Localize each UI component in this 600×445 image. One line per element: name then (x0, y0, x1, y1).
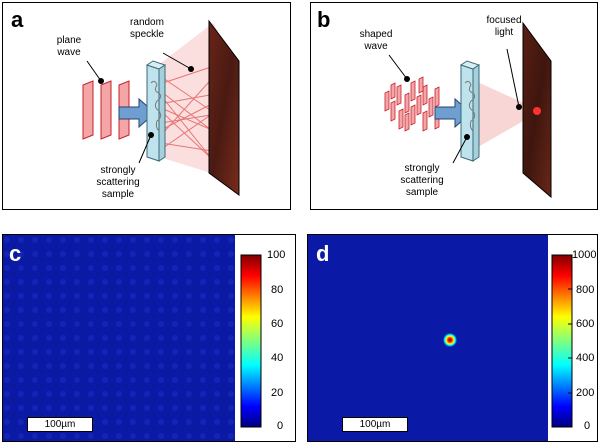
colorbar-tick-label: 40 (271, 352, 284, 364)
label-line: shaped (359, 29, 393, 40)
colorbar-tick-label: 60 (271, 318, 284, 330)
colorbar (551, 254, 573, 428)
panel-c-speckle-map: c 100µm 100 80 60 40 20 0 (2, 234, 296, 442)
label-line: sample (405, 187, 439, 198)
label-line: speckle (130, 29, 164, 40)
detector-screen (208, 19, 240, 196)
label-random-speckle: random speckle (121, 17, 173, 41)
colorbar-tick-label: 600 (576, 318, 595, 330)
panel-letter: b (317, 7, 331, 32)
colorbar-ticks (568, 254, 572, 428)
colorbar-tick-label: 0 (584, 420, 591, 432)
label-line: sample (101, 189, 135, 200)
label-line: focused (486, 15, 522, 26)
label-sample: strongly scattering sample (391, 163, 453, 199)
leader-dot (188, 66, 194, 72)
scattering-sample (145, 60, 167, 162)
focus-image (308, 235, 548, 441)
leader-dot (404, 76, 410, 82)
panel-b-illustration (384, 21, 552, 199)
panel-a-speckle-diagram: a plane wave random speckle strongly sca… (2, 2, 291, 210)
panel-d-focus-map: d 100µm 1000 800 600 400 200 0 (307, 234, 598, 442)
label-line: wave (57, 47, 81, 58)
label-line: light (494, 27, 514, 38)
label-line: strongly (404, 163, 440, 174)
label-focused-light: focused light (479, 15, 529, 39)
focus-spot (443, 333, 457, 347)
speckle-image (3, 235, 235, 441)
shaped-wave-fronts (384, 76, 440, 132)
colorbar-tick-label: 1000 (572, 249, 597, 261)
scale-bar: 100µm (342, 417, 408, 432)
panel-a-illustration (82, 19, 240, 196)
leader-lines (86, 52, 192, 164)
colorbar-overlay (240, 254, 262, 428)
leader-dot (98, 78, 104, 84)
colorbar-tick-label: 200 (576, 387, 595, 399)
label-line: strongly (100, 165, 136, 176)
focus-cone (471, 79, 541, 151)
label-line: scattering (96, 177, 140, 188)
focus-spot (533, 107, 541, 115)
scattering-sample (459, 60, 481, 162)
colorbar-tick-label: 400 (576, 352, 595, 364)
label-line: plane (56, 35, 82, 46)
leader-dot (148, 132, 154, 138)
label-line: scattering (400, 175, 444, 186)
leader-dot (464, 134, 470, 140)
colorbar-tick-label: 0 (277, 420, 284, 432)
label-sample: strongly scattering sample (87, 165, 149, 201)
panel-b-focusing-diagram: b shaped wave focused light strongly sca… (310, 2, 598, 210)
label-plane-wave: plane wave (47, 35, 91, 59)
panel-d-overlay (443, 254, 573, 428)
label-line: random (130, 17, 164, 28)
colorbar-tick-label: 80 (271, 284, 284, 296)
label-line: wave (364, 41, 388, 52)
panel-letter: a (11, 7, 24, 32)
colorbar-tick-label: 100 (267, 249, 286, 261)
leader-dot (516, 104, 522, 110)
panel-letter: c (9, 241, 22, 266)
panel-letter: d (316, 241, 330, 266)
label-shaped-wave: shaped wave (351, 29, 401, 53)
colorbar-tick-label: 800 (576, 284, 595, 296)
leader-lines (388, 48, 520, 164)
colorbar-tick-label: 20 (271, 387, 284, 399)
scale-bar: 100µm (27, 417, 93, 432)
